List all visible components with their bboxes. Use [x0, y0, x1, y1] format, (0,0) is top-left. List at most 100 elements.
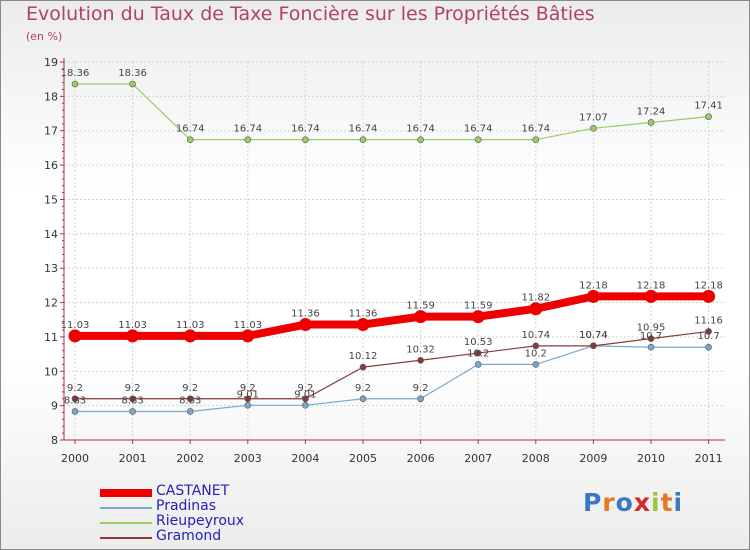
data-label-pradinas: 10.7: [640, 331, 662, 342]
data-point-pradinas: [532, 361, 540, 368]
data-labels-layer: 11.03 11.03 11.03 11.03 11.36 11.36 11.59 11.59…: [61, 68, 723, 406]
data-label-pradinas: 10.2: [525, 348, 547, 359]
data-label-pradinas: 10.74: [579, 330, 608, 341]
x-tick-label: 2001: [119, 452, 147, 465]
data-label-castanet: 11.03: [176, 320, 205, 331]
legend-label: CASTANET: [156, 483, 230, 499]
data-label-castanet: 11.03: [118, 320, 147, 331]
chart-title: Evolution du Taux de Taxe Foncière sur l…: [26, 3, 595, 25]
y-tick-label: 13: [44, 262, 58, 275]
y-tick-label: 17: [44, 125, 58, 138]
x-tick-label: 2002: [176, 452, 204, 465]
data-point-castanet: [241, 329, 255, 343]
legend-item-rieupeyroux: Rieupeyroux: [100, 513, 300, 530]
y-tick-label: 15: [44, 193, 58, 206]
data-point-pradinas: [71, 408, 79, 415]
y-tick-label: 16: [44, 159, 58, 172]
data-point-castanet: [529, 302, 543, 316]
data-label-rieupeyroux: 16.74: [521, 124, 550, 135]
data-label-pradinas: 8.83: [64, 395, 86, 406]
data-point-castanet: [702, 289, 716, 303]
data-point-castanet: [68, 329, 82, 343]
data-label-pradinas: 9.2: [355, 383, 371, 394]
data-label-rieupeyroux: 16.74: [233, 124, 262, 135]
data-label-rieupeyroux: 18.36: [61, 68, 90, 79]
data-point-rieupeyroux: [590, 125, 597, 132]
data-label-castanet: 11.03: [233, 320, 262, 331]
data-point-rieupeyroux: [647, 119, 655, 126]
x-tick-label: 2000: [61, 452, 89, 465]
data-label-rieupeyroux: 17.41: [694, 101, 723, 112]
logo-letter: o: [615, 488, 634, 517]
data-point-castanet: [356, 318, 370, 332]
data-point-rieupeyroux: [129, 80, 136, 88]
legend-item-pradinas: Pradinas: [100, 498, 300, 515]
x-tick-label: 2010: [637, 452, 665, 465]
data-point-pradinas: [302, 401, 309, 409]
data-label-gramond: 9.2: [182, 383, 198, 394]
data-point-gramond: [647, 335, 655, 342]
data-point-gramond: [244, 395, 252, 403]
proxiti-logo: Proxiti: [583, 488, 683, 517]
data-point-rieupeyroux: [244, 136, 252, 143]
data-label-castanet: 11.82: [521, 293, 550, 304]
data-point-castanet: [414, 310, 428, 324]
logo-letter: i: [673, 488, 684, 517]
data-label-gramond: 10.95: [637, 323, 666, 334]
data-label-rieupeyroux: 16.74: [464, 124, 493, 135]
data-label-rieupeyroux: 16.74: [176, 124, 205, 135]
data-point-gramond: [532, 342, 540, 350]
data-label-gramond: 9.2: [240, 383, 256, 394]
legend-item-castanet: CASTANET: [100, 483, 300, 500]
data-point-rieupeyroux: [532, 136, 540, 143]
data-label-pradinas: 10.2: [467, 348, 489, 359]
data-label-gramond: 10.74: [521, 330, 550, 341]
logo-letter: x: [633, 488, 651, 517]
data-point-castanet: [471, 310, 485, 324]
y-tick-label: 9: [51, 400, 58, 413]
data-point-pradinas: [129, 408, 136, 415]
data-label-rieupeyroux: 17.24: [637, 106, 666, 117]
data-point-rieupeyroux: [417, 136, 424, 143]
logo-letter: t: [660, 488, 674, 517]
y-tick-label: 18: [44, 90, 58, 103]
data-label-pradinas: 9.01: [294, 389, 316, 400]
data-point-pradinas: [186, 408, 194, 415]
data-point-gramond: [359, 363, 367, 371]
legend-swatch: [100, 489, 152, 497]
x-tick-label: 2011: [695, 452, 723, 465]
data-label-castanet: 11.36: [291, 309, 320, 320]
y-tick-label: 8: [51, 434, 58, 447]
data-point-castanet: [298, 318, 312, 332]
grid-lines: [64, 61, 725, 441]
legend-item-gramond: Gramond: [100, 528, 300, 545]
x-tick-label: 2006: [407, 452, 435, 465]
data-label-castanet: 12.18: [579, 280, 608, 291]
data-point-gramond: [590, 342, 597, 350]
data-label-pradinas: 8.83: [121, 395, 143, 406]
data-point-rieupeyroux: [705, 113, 712, 120]
axes: 8 9 10 11 12 13 14 15 16 17 18 19 2000 2001 2002 2003 20…: [44, 56, 725, 465]
x-tick-label: 2007: [464, 452, 492, 465]
data-label-gramond: 10.74: [579, 330, 608, 341]
legend: CASTANET Pradinas Rieupeyroux Gramond: [100, 483, 300, 545]
data-point-pradinas: [417, 395, 424, 403]
series-line-pradinas: [75, 345, 709, 413]
logo-letter: i: [651, 488, 661, 517]
data-label-castanet: 11.03: [61, 320, 90, 331]
data-label-rieupeyroux: 17.07: [579, 112, 608, 123]
data-point-pradinas: [647, 343, 655, 351]
data-point-pradinas: [359, 395, 367, 403]
data-point-pradinas: [474, 361, 482, 368]
y-tick-label: 14: [44, 228, 58, 241]
data-label-castanet: 12.18: [637, 280, 666, 291]
data-point-rieupeyroux: [359, 136, 367, 143]
data-point-pradinas: [705, 343, 712, 351]
data-label-castanet: 11.59: [464, 301, 493, 312]
x-tick-label: 2003: [234, 452, 262, 465]
data-label-gramond: 9.2: [125, 383, 141, 394]
data-label-rieupeyroux: 16.74: [406, 124, 435, 135]
data-point-gramond: [705, 328, 712, 335]
data-point-gramond: [417, 356, 424, 364]
